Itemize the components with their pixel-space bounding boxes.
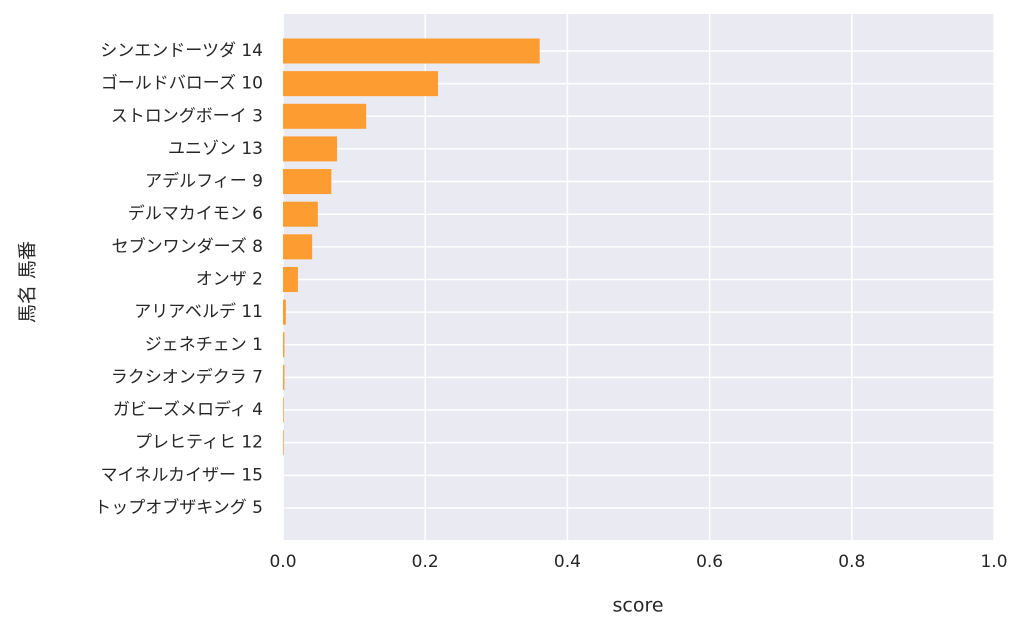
y-tick-label: アリアベルデ 11 <box>134 301 263 322</box>
y-tick-label: ラクシオンデクラ 7 <box>111 366 263 387</box>
y-tick-label: プレヒティヒ 12 <box>135 433 263 453</box>
y-tick-label: ストロングボーイ 3 <box>111 106 263 126</box>
bar <box>283 169 332 195</box>
bar <box>283 201 318 227</box>
y-axis-label: 馬名 馬番 <box>17 241 39 323</box>
bar <box>283 136 338 162</box>
y-tick-label: ゴールドバローズ 10 <box>101 73 263 94</box>
bar <box>283 38 540 64</box>
x-tick-label: 0.4 <box>554 552 581 572</box>
bar <box>283 234 313 260</box>
bar <box>283 430 284 456</box>
bar <box>283 332 285 358</box>
y-tick-label: トップオブザキング 5 <box>94 497 263 518</box>
y-tick-label: シンエンドーツダ 14 <box>100 41 263 61</box>
x-tick-label: 0.2 <box>412 552 439 572</box>
bar <box>283 103 367 129</box>
bar <box>283 364 285 390</box>
y-tick-label: ユニゾン 13 <box>168 139 263 159</box>
plot-area <box>283 14 994 540</box>
y-tick-label: アデルフィー 9 <box>145 171 263 192</box>
x-axis-label: score <box>612 595 663 617</box>
bar <box>283 299 286 325</box>
x-tick-label: 0.6 <box>696 552 723 572</box>
y-tick-label: セブンワンダーズ 8 <box>112 236 263 257</box>
y-tick-label: デルマカイモン 6 <box>128 203 263 224</box>
x-tick-label: 1.0 <box>980 552 1007 572</box>
bar <box>283 266 298 292</box>
x-tick-label: 0.0 <box>269 552 296 572</box>
x-tick-label: 0.8 <box>838 552 865 572</box>
bars <box>283 38 540 456</box>
bar <box>283 71 438 97</box>
y-tick-label: ジェネチェン 1 <box>145 335 263 355</box>
y-tick-label: ガビーズメロディ 4 <box>113 399 263 420</box>
y-tick-label: オンザ 2 <box>196 269 263 289</box>
y-tick-label: マイネルカイザー 15 <box>100 465 263 485</box>
bar <box>283 397 284 423</box>
